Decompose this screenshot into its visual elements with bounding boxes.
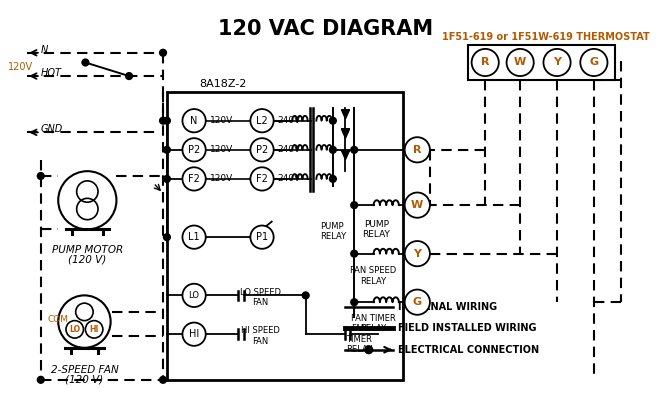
Circle shape [38, 376, 44, 383]
Text: L1: L1 [188, 232, 200, 242]
Text: 8A18Z-2: 8A18Z-2 [200, 79, 247, 89]
Circle shape [163, 117, 170, 124]
Circle shape [38, 173, 44, 179]
Circle shape [126, 72, 133, 80]
Text: N: N [41, 45, 48, 55]
Text: INTERNAL WIRING: INTERNAL WIRING [398, 302, 497, 312]
Circle shape [182, 284, 206, 307]
Circle shape [351, 146, 358, 153]
Text: Y: Y [553, 57, 561, 67]
Circle shape [251, 109, 273, 132]
Text: LO: LO [188, 291, 200, 300]
Circle shape [251, 138, 273, 161]
Circle shape [351, 250, 358, 257]
Circle shape [251, 225, 273, 249]
Text: (120 V): (120 V) [65, 375, 104, 385]
Circle shape [351, 202, 358, 209]
Text: FAN
TIMER
RELAY: FAN TIMER RELAY [346, 324, 372, 354]
Circle shape [580, 49, 608, 76]
Circle shape [182, 109, 206, 132]
Text: COM: COM [48, 315, 68, 324]
Text: 120V: 120V [210, 116, 233, 125]
Text: HI: HI [189, 329, 199, 339]
Circle shape [182, 323, 206, 346]
Circle shape [405, 192, 430, 218]
Text: LO: LO [69, 325, 80, 334]
Circle shape [330, 176, 336, 182]
Circle shape [251, 167, 273, 191]
Text: 240V: 240V [277, 145, 301, 154]
Circle shape [182, 138, 206, 161]
Text: 120V: 120V [210, 174, 233, 184]
Bar [167, 92, 403, 380]
Circle shape [163, 146, 170, 153]
Circle shape [405, 241, 430, 266]
Text: R: R [413, 145, 421, 155]
Text: P2: P2 [256, 145, 268, 155]
Text: HI SPEED
FAN: HI SPEED FAN [241, 326, 279, 346]
Text: HOT: HOT [41, 68, 62, 78]
Circle shape [182, 225, 206, 249]
Text: 2-SPEED FAN: 2-SPEED FAN [50, 365, 119, 375]
Text: F2: F2 [256, 174, 268, 184]
Text: FAN TIMER
RELAY: FAN TIMER RELAY [351, 314, 396, 333]
Circle shape [159, 376, 166, 383]
Text: G: G [413, 297, 422, 307]
Text: LO SPEED
FAN: LO SPEED FAN [240, 287, 281, 307]
Text: P1: P1 [256, 232, 268, 242]
Text: FIELD INSTALLED WIRING: FIELD INSTALLED WIRING [398, 323, 537, 334]
Text: PUMP MOTOR: PUMP MOTOR [52, 245, 123, 255]
Text: FAN SPEED
RELAY: FAN SPEED RELAY [350, 266, 397, 286]
Circle shape [159, 49, 166, 56]
Text: P2: P2 [188, 145, 200, 155]
Text: W: W [411, 200, 423, 210]
Circle shape [330, 146, 336, 153]
Text: F2: F2 [188, 174, 200, 184]
Text: 1F51-619 or 1F51W-619 THERMOSTAT: 1F51-619 or 1F51W-619 THERMOSTAT [442, 32, 650, 42]
Text: 120V: 120V [8, 62, 33, 72]
Circle shape [543, 49, 571, 76]
Text: GND: GND [41, 124, 63, 134]
Bar [468, 45, 615, 80]
Polygon shape [342, 151, 349, 160]
Text: Y: Y [413, 248, 421, 259]
Text: (120 V): (120 V) [68, 255, 107, 265]
Circle shape [159, 117, 166, 124]
Circle shape [163, 176, 170, 182]
Circle shape [82, 59, 89, 66]
Text: PUMP
RELAY: PUMP RELAY [320, 222, 346, 241]
Text: ELECTRICAL CONNECTION: ELECTRICAL CONNECTION [398, 345, 539, 355]
Circle shape [365, 346, 373, 354]
Circle shape [330, 117, 336, 124]
Text: L2: L2 [256, 116, 268, 126]
Circle shape [507, 49, 534, 76]
Circle shape [163, 234, 170, 241]
Text: N: N [190, 116, 198, 126]
Text: G: G [590, 57, 598, 67]
Circle shape [182, 167, 206, 191]
Text: R: R [481, 57, 490, 67]
Text: 120V: 120V [210, 145, 233, 154]
Text: 120 VAC DIAGRAM: 120 VAC DIAGRAM [218, 19, 433, 39]
Circle shape [405, 137, 430, 163]
Polygon shape [342, 110, 349, 119]
Text: W: W [514, 57, 526, 67]
Text: 240V: 240V [277, 174, 301, 184]
Circle shape [302, 292, 309, 299]
Text: HI: HI [89, 325, 98, 334]
Text: PUMP
RELAY: PUMP RELAY [362, 220, 391, 239]
Text: 240V: 240V [277, 116, 301, 125]
Polygon shape [342, 129, 349, 138]
Circle shape [405, 290, 430, 315]
Circle shape [351, 299, 358, 305]
Circle shape [472, 49, 498, 76]
